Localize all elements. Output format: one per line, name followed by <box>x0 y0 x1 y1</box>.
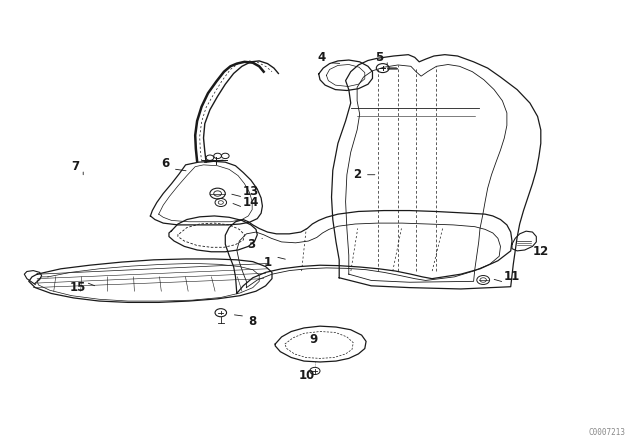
Text: 5: 5 <box>376 51 383 64</box>
Text: 4: 4 <box>318 51 326 64</box>
Text: 6: 6 <box>161 157 169 170</box>
Text: 7: 7 <box>72 160 79 173</box>
Text: 2: 2 <box>353 168 361 181</box>
Text: 8: 8 <box>249 315 257 328</box>
Text: 1: 1 <box>264 255 271 269</box>
Text: 10: 10 <box>299 369 316 382</box>
Text: 12: 12 <box>532 245 549 258</box>
Text: C0007213: C0007213 <box>589 428 626 437</box>
Text: 11: 11 <box>504 270 520 284</box>
Text: 9: 9 <box>310 333 317 346</box>
Text: 14: 14 <box>243 195 259 209</box>
Text: 3: 3 <box>248 237 255 251</box>
Text: 13: 13 <box>243 185 259 198</box>
Text: 15: 15 <box>70 281 86 294</box>
